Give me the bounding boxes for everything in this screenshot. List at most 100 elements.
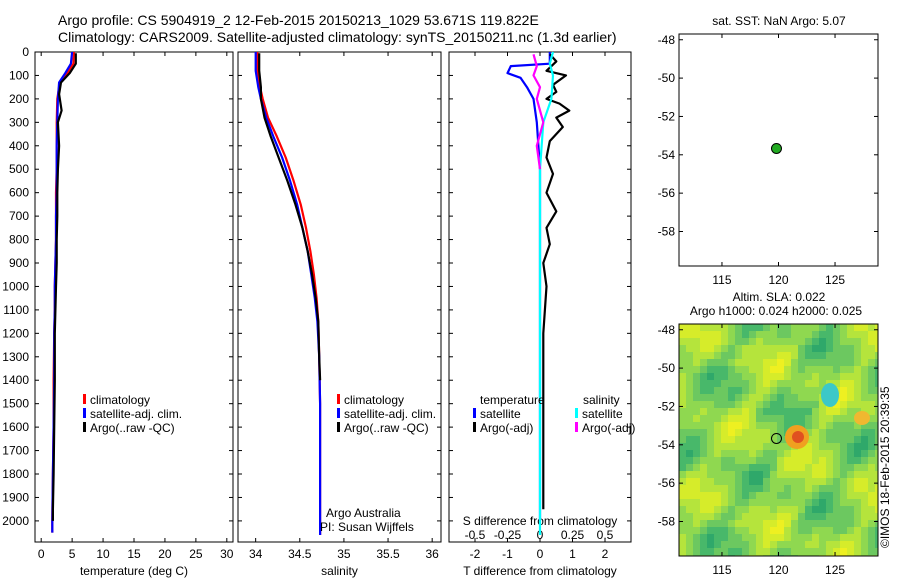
sla-cell [812,478,820,486]
sla-cell [854,534,862,542]
sla-cell [791,534,799,542]
sla-cell [693,471,701,479]
sla-cell [805,513,813,521]
sla-cell [784,331,792,339]
sla-cell [742,324,750,332]
sla-cell [693,436,701,444]
sla-cell [805,373,813,381]
sla-cell [791,345,799,353]
sla-cell [819,450,827,458]
sla-cell [770,541,778,549]
sla-cell [798,520,806,528]
sla-cell [770,436,778,444]
sla-cell [798,366,806,374]
sla-cell [875,527,878,535]
sla-cell [756,520,764,528]
sla-cell [819,534,827,542]
sla-cell [812,429,820,437]
sla-cell [777,359,785,367]
sla-cell [833,506,841,514]
sla-cell [707,422,715,430]
y-tick-label: 600 [9,186,29,200]
sla-cell [770,471,778,479]
sla-cell [812,443,820,451]
series-line-argo [258,53,322,381]
sla-cell [854,471,862,479]
sla-cell [791,415,799,423]
sla-cell [847,401,855,409]
sla-cell [756,478,764,486]
y-tick-label: 500 [9,162,29,176]
sla-cell [868,415,876,423]
sla-cell [833,429,841,437]
sla-cell [854,380,862,388]
sla-cell [833,485,841,493]
sla-cell [742,457,750,465]
sla-cell [777,443,785,451]
sla-cell [826,527,834,535]
sla-cell [833,380,841,388]
sla-cell [770,492,778,500]
sla-cell [854,401,862,409]
sla-cell [735,457,743,465]
sla-cell [728,394,736,402]
sla-cell [840,520,848,528]
sla-cell [763,534,771,542]
sla-cell [714,443,722,451]
sla-cell [770,366,778,374]
sla-cell [791,380,799,388]
series-line-argo_s [532,54,545,170]
sla-cell [756,366,764,374]
sla-cell [728,359,736,367]
sla-cell [693,401,701,409]
sla-cell [833,548,841,556]
sla-cell [861,492,869,500]
sla-cell [679,408,687,416]
sla-cell [756,422,764,430]
sla-cell [805,499,813,507]
sla-cell [700,541,708,549]
y-tick-label: 1000 [2,279,29,293]
sla-cell [728,324,736,332]
sla-cell [861,534,869,542]
sla-cell [791,373,799,381]
legend-swatch-argo [337,422,340,432]
sla-cell [735,436,743,444]
sla-cell [721,415,729,423]
sla-cell [791,359,799,367]
sla-cell [840,471,848,479]
sla-cell [749,415,757,423]
sla-cell [840,492,848,500]
sla-cell [679,478,687,486]
sla-cell [707,450,715,458]
sla-cell [707,366,715,374]
sla-cell [686,478,694,486]
sla-cell [679,380,687,388]
sla-cell [728,352,736,360]
sla-cell [735,331,743,339]
sla-cell [714,387,722,395]
sla-cell [686,429,694,437]
sla-cell [812,527,820,535]
sla-cell [875,464,878,472]
sla-cell [742,338,750,346]
sla-cell [833,464,841,472]
sla-cell [798,527,806,535]
sla-cell [728,485,736,493]
sla-cell [875,492,878,500]
sla-cell [875,345,878,353]
sla-cell [868,471,876,479]
sla-cell [721,464,729,472]
sla-cell [854,429,862,437]
sla-cell [777,478,785,486]
sla-cell [784,485,792,493]
sla-cell [861,527,869,535]
sla-cell [875,380,878,388]
sla-cell [728,401,736,409]
sla-cell [819,485,827,493]
sla-cell [784,394,792,402]
legend-swatch-t-argo [473,422,476,432]
sla-cell [700,471,708,479]
sla-cell [763,541,771,549]
sla-cell [770,485,778,493]
